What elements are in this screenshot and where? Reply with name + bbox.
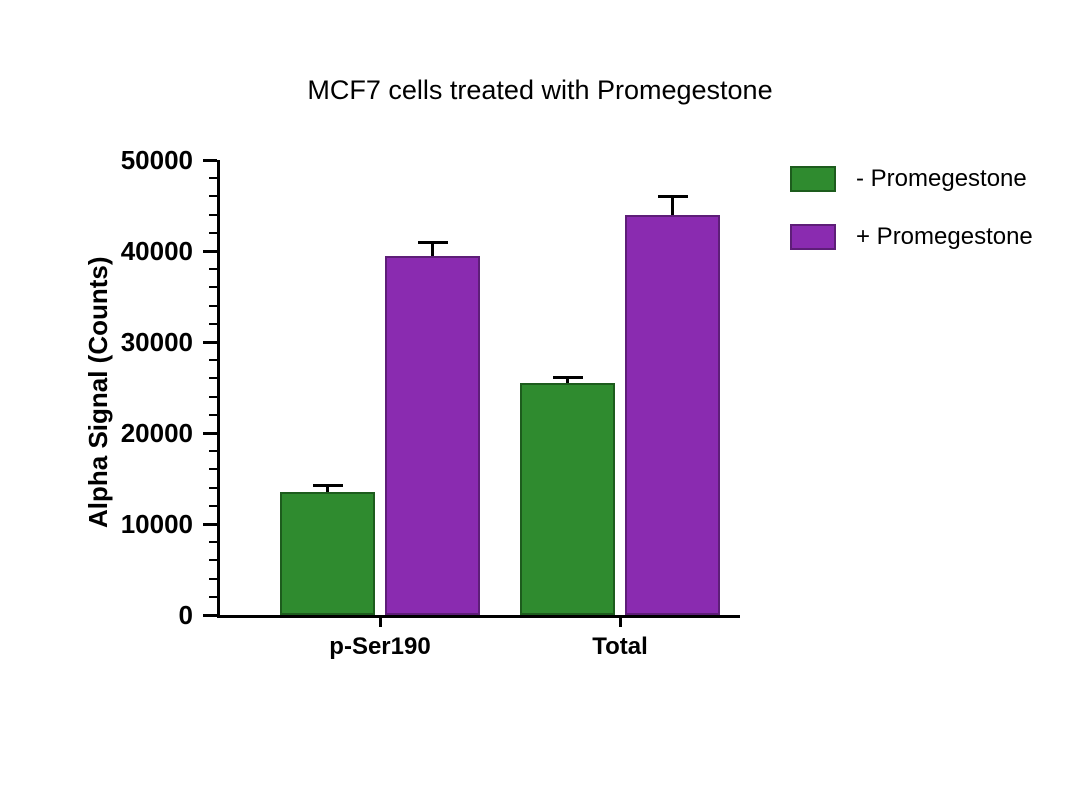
y-minor-tick bbox=[209, 214, 217, 216]
legend-item: + Promegestone bbox=[790, 223, 1033, 251]
bar bbox=[625, 215, 720, 615]
error-bar-cap bbox=[313, 484, 343, 487]
y-minor-tick bbox=[209, 541, 217, 543]
y-minor-tick bbox=[209, 377, 217, 379]
x-tick bbox=[619, 615, 622, 627]
y-minor-tick bbox=[209, 286, 217, 288]
y-minor-tick bbox=[209, 559, 217, 561]
x-axis-line bbox=[217, 615, 740, 618]
bar bbox=[385, 256, 480, 615]
error-bar-stem bbox=[431, 243, 434, 256]
legend-item: - Promegestone bbox=[790, 165, 1033, 193]
y-minor-tick bbox=[209, 505, 217, 507]
y-axis-label: Alpha Signal (Counts) bbox=[83, 256, 114, 528]
chart-page: MCF7 cells treated with Promegestone 010… bbox=[0, 0, 1080, 795]
error-bar-cap bbox=[418, 241, 448, 244]
legend-label: - Promegestone bbox=[856, 165, 1027, 193]
y-minor-tick bbox=[209, 177, 217, 179]
y-minor-tick bbox=[209, 487, 217, 489]
y-major-tick bbox=[203, 523, 217, 526]
y-minor-tick bbox=[209, 396, 217, 398]
y-axis-line bbox=[217, 160, 220, 615]
chart-title: MCF7 cells treated with Promegestone bbox=[0, 75, 1080, 106]
y-major-tick bbox=[203, 250, 217, 253]
error-bar-cap bbox=[553, 376, 583, 379]
y-minor-tick bbox=[209, 359, 217, 361]
bar bbox=[280, 492, 375, 615]
error-bar-cap bbox=[658, 195, 688, 198]
y-major-tick bbox=[203, 159, 217, 162]
x-tick-label: Total bbox=[520, 633, 720, 661]
y-minor-tick bbox=[209, 596, 217, 598]
y-minor-tick bbox=[209, 305, 217, 307]
y-major-tick bbox=[203, 432, 217, 435]
y-minor-tick bbox=[209, 414, 217, 416]
y-minor-tick bbox=[209, 450, 217, 452]
y-minor-tick bbox=[209, 578, 217, 580]
y-minor-tick bbox=[209, 268, 217, 270]
bar bbox=[520, 383, 615, 615]
plot-area: 01000020000300004000050000p-Ser190Total bbox=[220, 160, 740, 615]
y-minor-tick bbox=[209, 323, 217, 325]
y-minor-tick bbox=[209, 232, 217, 234]
y-minor-tick bbox=[209, 468, 217, 470]
legend-swatch bbox=[790, 166, 836, 192]
x-tick bbox=[379, 615, 382, 627]
y-tick-label: 0 bbox=[83, 600, 193, 631]
y-major-tick bbox=[203, 341, 217, 344]
x-tick-label: p-Ser190 bbox=[280, 633, 480, 661]
y-minor-tick bbox=[209, 195, 217, 197]
y-major-tick bbox=[203, 614, 217, 617]
error-bar-stem bbox=[671, 196, 674, 214]
legend: - Promegestone + Promegestone bbox=[790, 165, 1033, 281]
legend-label: + Promegestone bbox=[856, 223, 1033, 251]
legend-swatch bbox=[790, 224, 836, 250]
y-tick-label: 50000 bbox=[83, 145, 193, 176]
